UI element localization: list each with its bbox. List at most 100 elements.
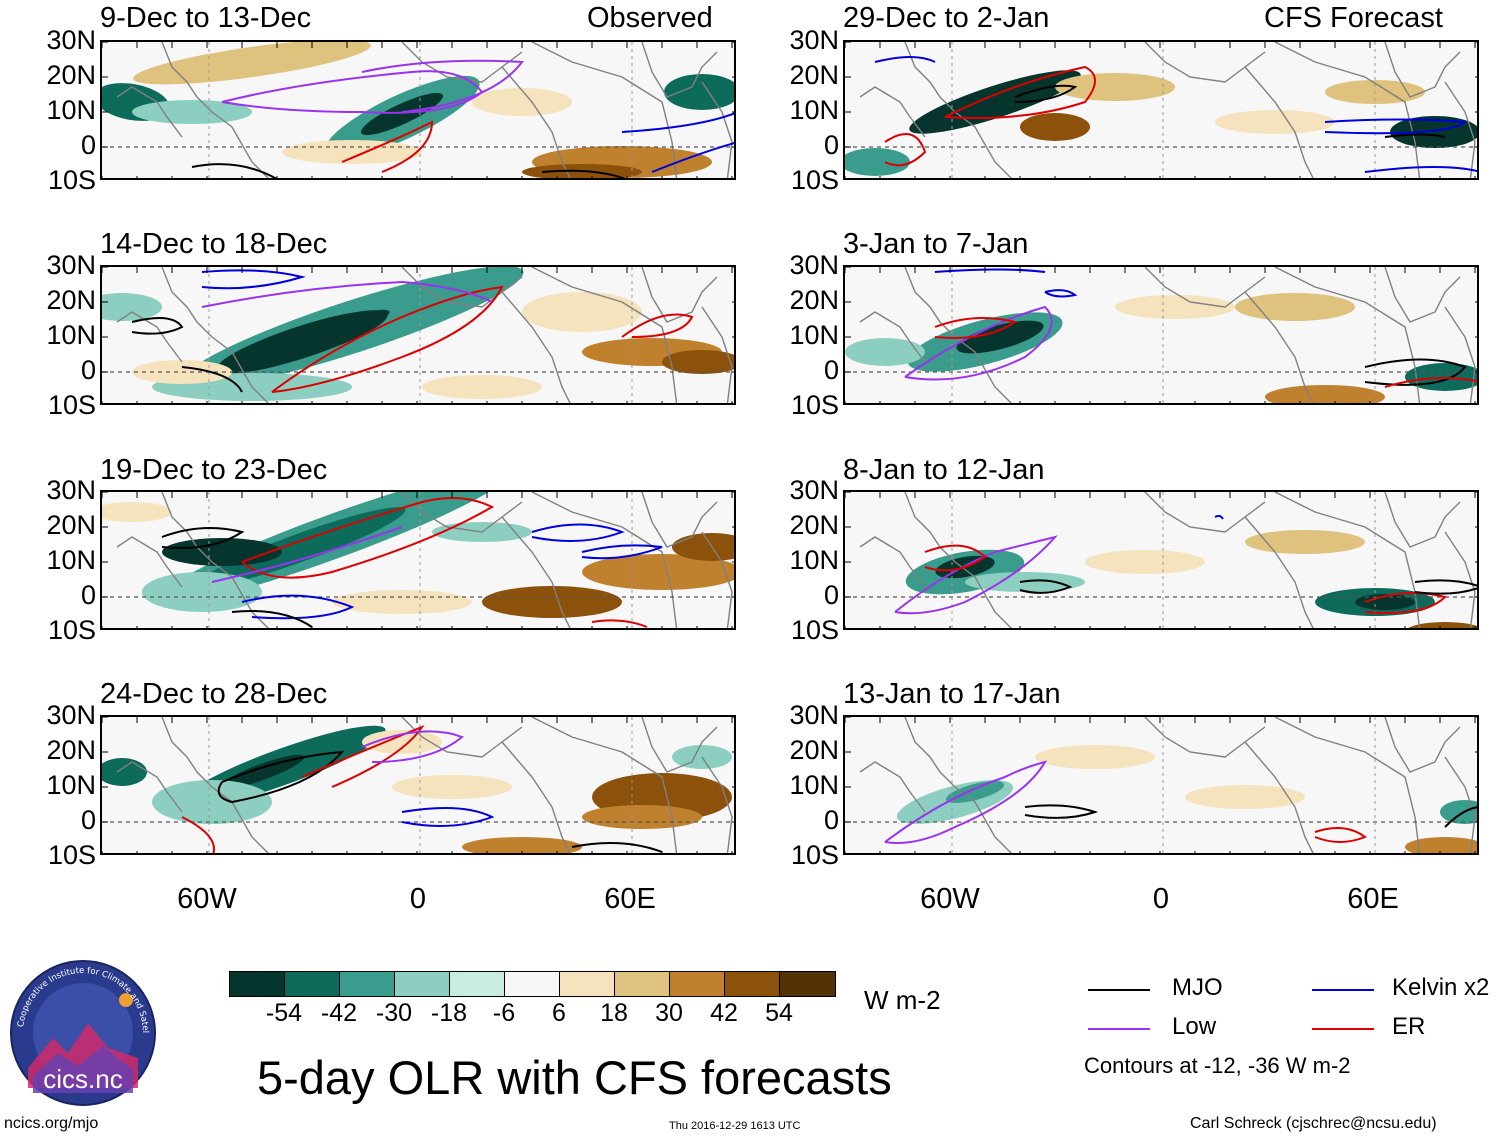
wave-contour (541, 169, 626, 178)
wave-contour (161, 527, 245, 549)
wave-contour (1364, 166, 1477, 173)
olr-anomaly-blob (152, 780, 272, 824)
lat-label: 20N (46, 285, 96, 315)
lat-label: 0 (80, 805, 96, 835)
lat-label: 30N (46, 250, 96, 280)
colorbar-swatch (450, 972, 505, 996)
cfs-forecast-header: CFS Forecast (1264, 2, 1443, 34)
lat-label: 10S (790, 165, 839, 195)
lat-label: 10N (789, 320, 839, 350)
olr-anomaly-blob (672, 533, 734, 561)
coastline (904, 42, 1012, 178)
lat-label: 10N (46, 545, 96, 575)
legend-label-low: Low (1172, 1013, 1217, 1040)
wave-contour (201, 269, 306, 290)
legend-line-kelvin (1312, 989, 1374, 991)
wave-contour (1364, 358, 1467, 386)
colorbar-swatch (340, 972, 395, 996)
legend-label-kelvin: Kelvin x2 (1392, 974, 1490, 1001)
coastline (161, 492, 269, 628)
coastline (1244, 741, 1314, 853)
olr-anomaly-blob (1035, 745, 1155, 769)
lat-label: 30N (789, 25, 839, 55)
lon-label-0-right: 0 (1152, 883, 1170, 915)
coastline (641, 717, 718, 773)
colorbar-tick-label: 54 (765, 999, 793, 1027)
coastline (531, 492, 678, 628)
lat-label: 20N (46, 60, 96, 90)
wave-contour (231, 610, 313, 628)
wave-contour (1324, 118, 1468, 135)
wave-contour (1384, 377, 1477, 388)
lat-label: 10S (790, 840, 839, 870)
wave-contour (361, 730, 464, 763)
olr-anomaly-blob (482, 586, 622, 618)
lon-label-60w-left: 60W (177, 883, 237, 915)
olr-anomaly-blob (1355, 594, 1415, 610)
legend-label-mjo: MJO (1172, 974, 1223, 1001)
olr-anomaly-blob (102, 293, 162, 321)
coastline (1274, 267, 1421, 403)
lat-label: 0 (823, 130, 839, 160)
olr-anomaly-blob (1265, 385, 1385, 403)
wave-contour (201, 280, 493, 308)
olr-anomaly-blob (662, 350, 734, 374)
map-panel-left-3 (100, 490, 736, 630)
wave-contour (191, 163, 278, 178)
lat-label: 20N (789, 60, 839, 90)
coastline (161, 42, 269, 178)
olr-anomaly-blob (102, 502, 172, 522)
coastline (501, 291, 571, 403)
coastline (1444, 756, 1476, 853)
coastline (401, 492, 523, 533)
lat-label: 20N (789, 735, 839, 765)
coastline (116, 86, 183, 138)
coastline (701, 81, 733, 178)
olr-anomaly-blob (1245, 530, 1365, 554)
lat-label: 10N (46, 95, 96, 125)
coastline (1384, 267, 1461, 323)
olr-anomaly-blob (1115, 295, 1235, 319)
olr-map (102, 42, 734, 178)
olr-anomaly-blob (133, 42, 371, 85)
wave-contour (241, 497, 495, 579)
olr-anomaly-blob (294, 309, 390, 345)
coastline (904, 717, 1012, 853)
coastline (161, 717, 269, 853)
olr-anomaly-blob (664, 74, 734, 110)
olr-anomaly-blob (1405, 837, 1477, 853)
lon-label-60e-left: 60E (604, 883, 656, 915)
olr-anomaly-blob (1055, 73, 1175, 101)
coastline (401, 42, 523, 83)
lat-label: 10S (47, 390, 96, 420)
olr-anomaly-blob (282, 140, 422, 164)
olr-anomaly-blob (845, 338, 925, 366)
olr-anomaly-blob (462, 837, 582, 853)
wave-contour (341, 120, 434, 173)
olr-anomaly-blob (1215, 110, 1335, 134)
wave-contour (621, 313, 694, 338)
contour-note: Contours at -12, -36 W m-2 (1084, 1053, 1351, 1078)
colorbar-swatch (505, 972, 560, 996)
olr-anomaly-blob (522, 292, 642, 332)
footer-url[interactable]: ncics.org/mjo (4, 1115, 99, 1132)
coastline (1244, 66, 1314, 178)
wave-contour (924, 544, 987, 572)
wave-contour (217, 750, 345, 804)
coastline (1444, 531, 1476, 628)
olr-anomaly-blob (1408, 622, 1477, 628)
lat-label: 10N (789, 95, 839, 125)
wave-contour (181, 366, 243, 393)
panel-title-right-4: 13-Jan to 17-Jan (843, 678, 1061, 710)
wave-contour (884, 133, 927, 167)
wave-contour (884, 760, 1048, 844)
wave-contour (531, 523, 625, 542)
coastline (859, 761, 926, 813)
colorbar-tick-label: 18 (600, 999, 628, 1027)
coastline (1444, 81, 1476, 178)
main-title: 5-day OLR with CFS forecasts (257, 1051, 892, 1104)
olr-anomaly-blob (956, 320, 1044, 354)
coastline (116, 311, 183, 363)
olr-anomaly-blob (1235, 293, 1355, 321)
map-panel-left-1 (100, 40, 736, 180)
